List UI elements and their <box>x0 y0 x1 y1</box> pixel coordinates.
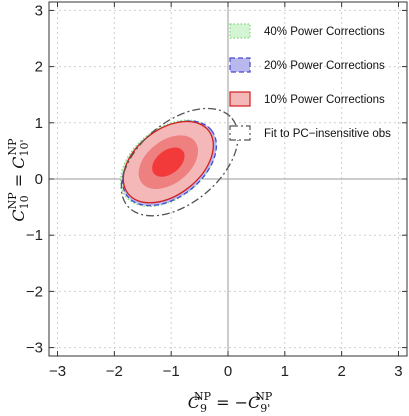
contour-3-ring-0 <box>120 107 239 217</box>
legend-label-3: Fit to PC−insensitive obs <box>264 128 391 140</box>
y-tick-label-1: −2 <box>26 283 43 300</box>
y-tick-label-3: 0 <box>35 171 43 188</box>
legend-label-0: 40% Power Corrections <box>264 26 385 38</box>
legend: 40% Power Corrections 20% Power Correctio… <box>229 23 391 141</box>
y-axis-title: C10NP = C10'NP <box>6 138 31 222</box>
confidence-contours <box>120 107 239 217</box>
y-tick-label-0: −3 <box>26 340 43 357</box>
x-tick-label-3: 0 <box>224 363 232 380</box>
x-axis-title: C9NP = −C9'NP <box>188 390 273 415</box>
x-tick-label-5: 2 <box>337 363 345 380</box>
x-tick-label-6: 3 <box>394 363 402 380</box>
legend-swatch-2 <box>229 91 251 107</box>
tick-marks <box>49 2 407 356</box>
x-tick-label-4: 1 <box>281 363 289 380</box>
x-tick-label-1: −2 <box>106 363 123 380</box>
x-tick-label-2: −1 <box>163 363 180 380</box>
legend-swatch-3 <box>229 125 251 141</box>
y-tick-label-2: −1 <box>26 227 43 244</box>
x-tick-label-0: −3 <box>49 363 66 380</box>
contour-2-ring-2 <box>152 147 185 177</box>
legend-swatch-1 <box>229 57 251 73</box>
y-tick-label-5: 2 <box>35 59 43 76</box>
y-tick-label-4: 1 <box>35 115 43 132</box>
tick-labels: −3 −2 −1 0 1 2 3 −3 −2 −1 0 1 2 3 <box>26 2 403 380</box>
legend-label-2: 10% Power Corrections <box>264 94 385 106</box>
zero-axes <box>49 2 407 356</box>
legend-swatch-0 <box>229 23 251 39</box>
legend-label-1: 20% Power Corrections <box>264 60 385 72</box>
y-tick-label-6: 3 <box>35 2 43 19</box>
